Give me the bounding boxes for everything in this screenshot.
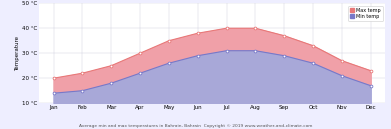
Text: Average min and max temperatures in Bahrain, Bahrain  Copyright © 2019 www.weath: Average min and max temperatures in Bahr… bbox=[79, 124, 312, 128]
Y-axis label: Temperature: Temperature bbox=[15, 36, 20, 71]
Legend: Max temp, Min temp: Max temp, Min temp bbox=[348, 6, 383, 21]
